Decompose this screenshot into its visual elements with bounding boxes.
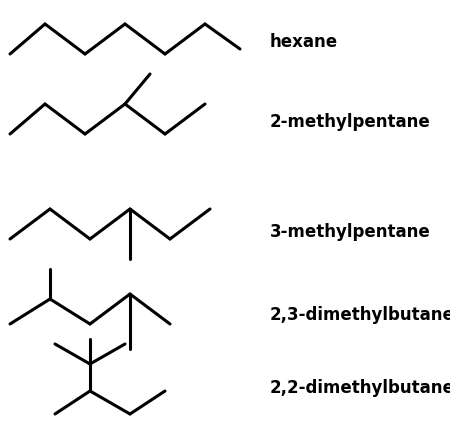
Text: hexane: hexane	[270, 33, 338, 51]
Text: 2-methylpentane: 2-methylpentane	[270, 113, 431, 131]
Text: 2,2-dimethylbutane: 2,2-dimethylbutane	[270, 378, 450, 396]
Text: 3-methylpentane: 3-methylpentane	[270, 222, 431, 240]
Text: 2,3-dimethylbutane: 2,3-dimethylbutane	[270, 305, 450, 323]
